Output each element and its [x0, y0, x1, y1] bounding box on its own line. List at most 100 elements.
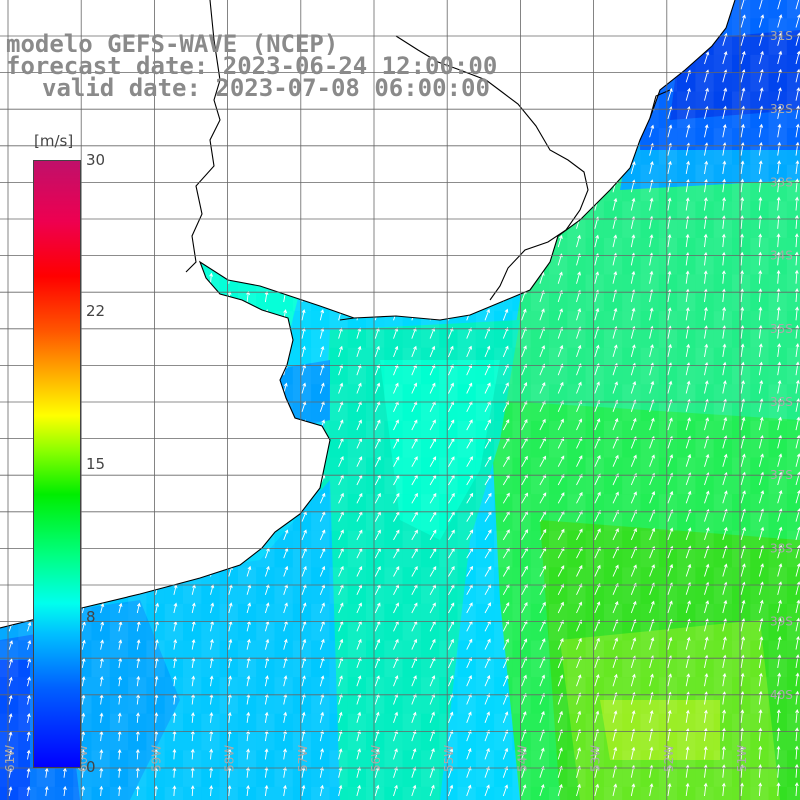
wind-arrow — [649, 491, 656, 504]
wind-arrow — [447, 748, 454, 760]
wind-arrow — [393, 327, 399, 339]
wind-arrow — [704, 325, 709, 339]
wind-arrow — [246, 748, 250, 760]
wind-arrow — [448, 419, 455, 431]
wind-arrow — [777, 343, 782, 357]
wind-arrow — [356, 382, 362, 394]
latitude-label: 39S — [770, 615, 793, 629]
wind-arrow — [81, 657, 86, 668]
wind-arrow — [777, 105, 782, 119]
wind-arrow — [722, 178, 727, 193]
wind-arrow — [758, 324, 763, 339]
wind-arrow — [539, 747, 545, 760]
wind-arrow — [447, 364, 454, 376]
colorbar-tick-15: 15 — [86, 455, 106, 473]
wind-arrow — [703, 764, 708, 778]
wind-arrow — [758, 141, 763, 156]
wind-arrow — [794, 214, 799, 229]
wind-arrow — [758, 764, 763, 778]
wind-arrow — [557, 455, 565, 467]
wind-arrow — [667, 673, 672, 687]
wind-arrow — [649, 454, 655, 467]
wind-arrow — [704, 636, 709, 650]
wind-arrow — [777, 68, 783, 83]
wind-arrow — [703, 288, 708, 303]
wind-arrow — [576, 747, 581, 760]
wind-arrow — [374, 748, 380, 760]
wind-arrow — [685, 325, 690, 339]
wind-arrow — [319, 693, 325, 705]
wind-arrow — [612, 746, 618, 760]
wind-arrow — [758, 471, 765, 486]
wind-arrow — [539, 528, 547, 541]
wind-arrow — [429, 529, 437, 541]
wind-arrow — [758, 526, 765, 541]
wind-arrow — [374, 693, 380, 705]
wind-arrow — [521, 308, 527, 321]
wind-arrow — [539, 583, 546, 596]
wind-arrow — [704, 417, 710, 431]
wind-arrow — [246, 565, 252, 577]
colorbar-tick-0: 0 — [86, 758, 96, 776]
wind-arrow — [447, 675, 454, 687]
wind-arrow — [521, 638, 528, 650]
wind-arrow — [795, 617, 800, 632]
longitude-label: 53W — [589, 745, 603, 772]
wind-arrow — [740, 343, 745, 357]
wind-arrow — [521, 601, 528, 614]
wind-arrow — [539, 473, 547, 486]
wind-arrow — [356, 345, 362, 358]
wind-arrow — [795, 123, 800, 138]
wind-arrow — [393, 419, 399, 431]
wind-arrow — [722, 599, 728, 614]
wind-arrow — [721, 270, 726, 284]
wind-arrow — [301, 345, 306, 358]
wind-arrow — [210, 602, 215, 614]
wind-arrow — [795, 160, 800, 174]
wind-arrow — [594, 454, 601, 467]
wind-arrow — [448, 456, 455, 467]
wind-arrow — [338, 456, 344, 467]
wind-arrow — [338, 729, 343, 742]
wind-arrow — [703, 215, 708, 229]
wind-arrow — [429, 419, 436, 431]
wind-arrow — [722, 416, 728, 431]
wind-arrow — [502, 382, 509, 394]
wind-arrow — [740, 69, 746, 83]
wind-arrow — [557, 381, 564, 394]
wind-arrow — [794, 269, 799, 284]
wind-arrow — [794, 233, 799, 248]
wind-arrow — [8, 694, 13, 705]
wind-arrow — [630, 673, 636, 687]
wind-arrow — [136, 602, 141, 614]
wind-arrow — [758, 563, 764, 577]
wind-arrow — [393, 456, 400, 467]
wind-arrow — [228, 638, 233, 650]
wind-arrow — [777, 471, 783, 486]
wind-arrow — [795, 343, 800, 357]
wind-arrow — [612, 307, 618, 321]
wind-arrow — [301, 784, 306, 797]
wind-arrow — [722, 691, 727, 705]
wind-arrow — [795, 141, 800, 156]
wind-arrow — [794, 763, 799, 778]
wind-arrow — [612, 197, 618, 211]
wind-arrow — [502, 455, 510, 467]
wind-arrow — [722, 51, 728, 65]
wind-arrow — [356, 784, 361, 797]
wind-arrow — [411, 327, 417, 339]
wind-arrow — [722, 654, 727, 668]
wind-arrow — [539, 492, 547, 504]
latitude-label: 37S — [770, 468, 793, 482]
wind-arrow — [740, 690, 745, 705]
wind-arrow — [502, 400, 510, 413]
wind-arrow — [685, 124, 691, 138]
wind-arrow — [172, 712, 177, 723]
wind-arrow — [704, 380, 709, 394]
wind-arrow — [521, 418, 528, 431]
wind-arrow — [393, 693, 399, 705]
wind-arrow — [777, 672, 782, 687]
wind-arrow — [649, 527, 656, 541]
wind-arrow — [685, 490, 692, 504]
wind-arrow — [722, 490, 728, 504]
